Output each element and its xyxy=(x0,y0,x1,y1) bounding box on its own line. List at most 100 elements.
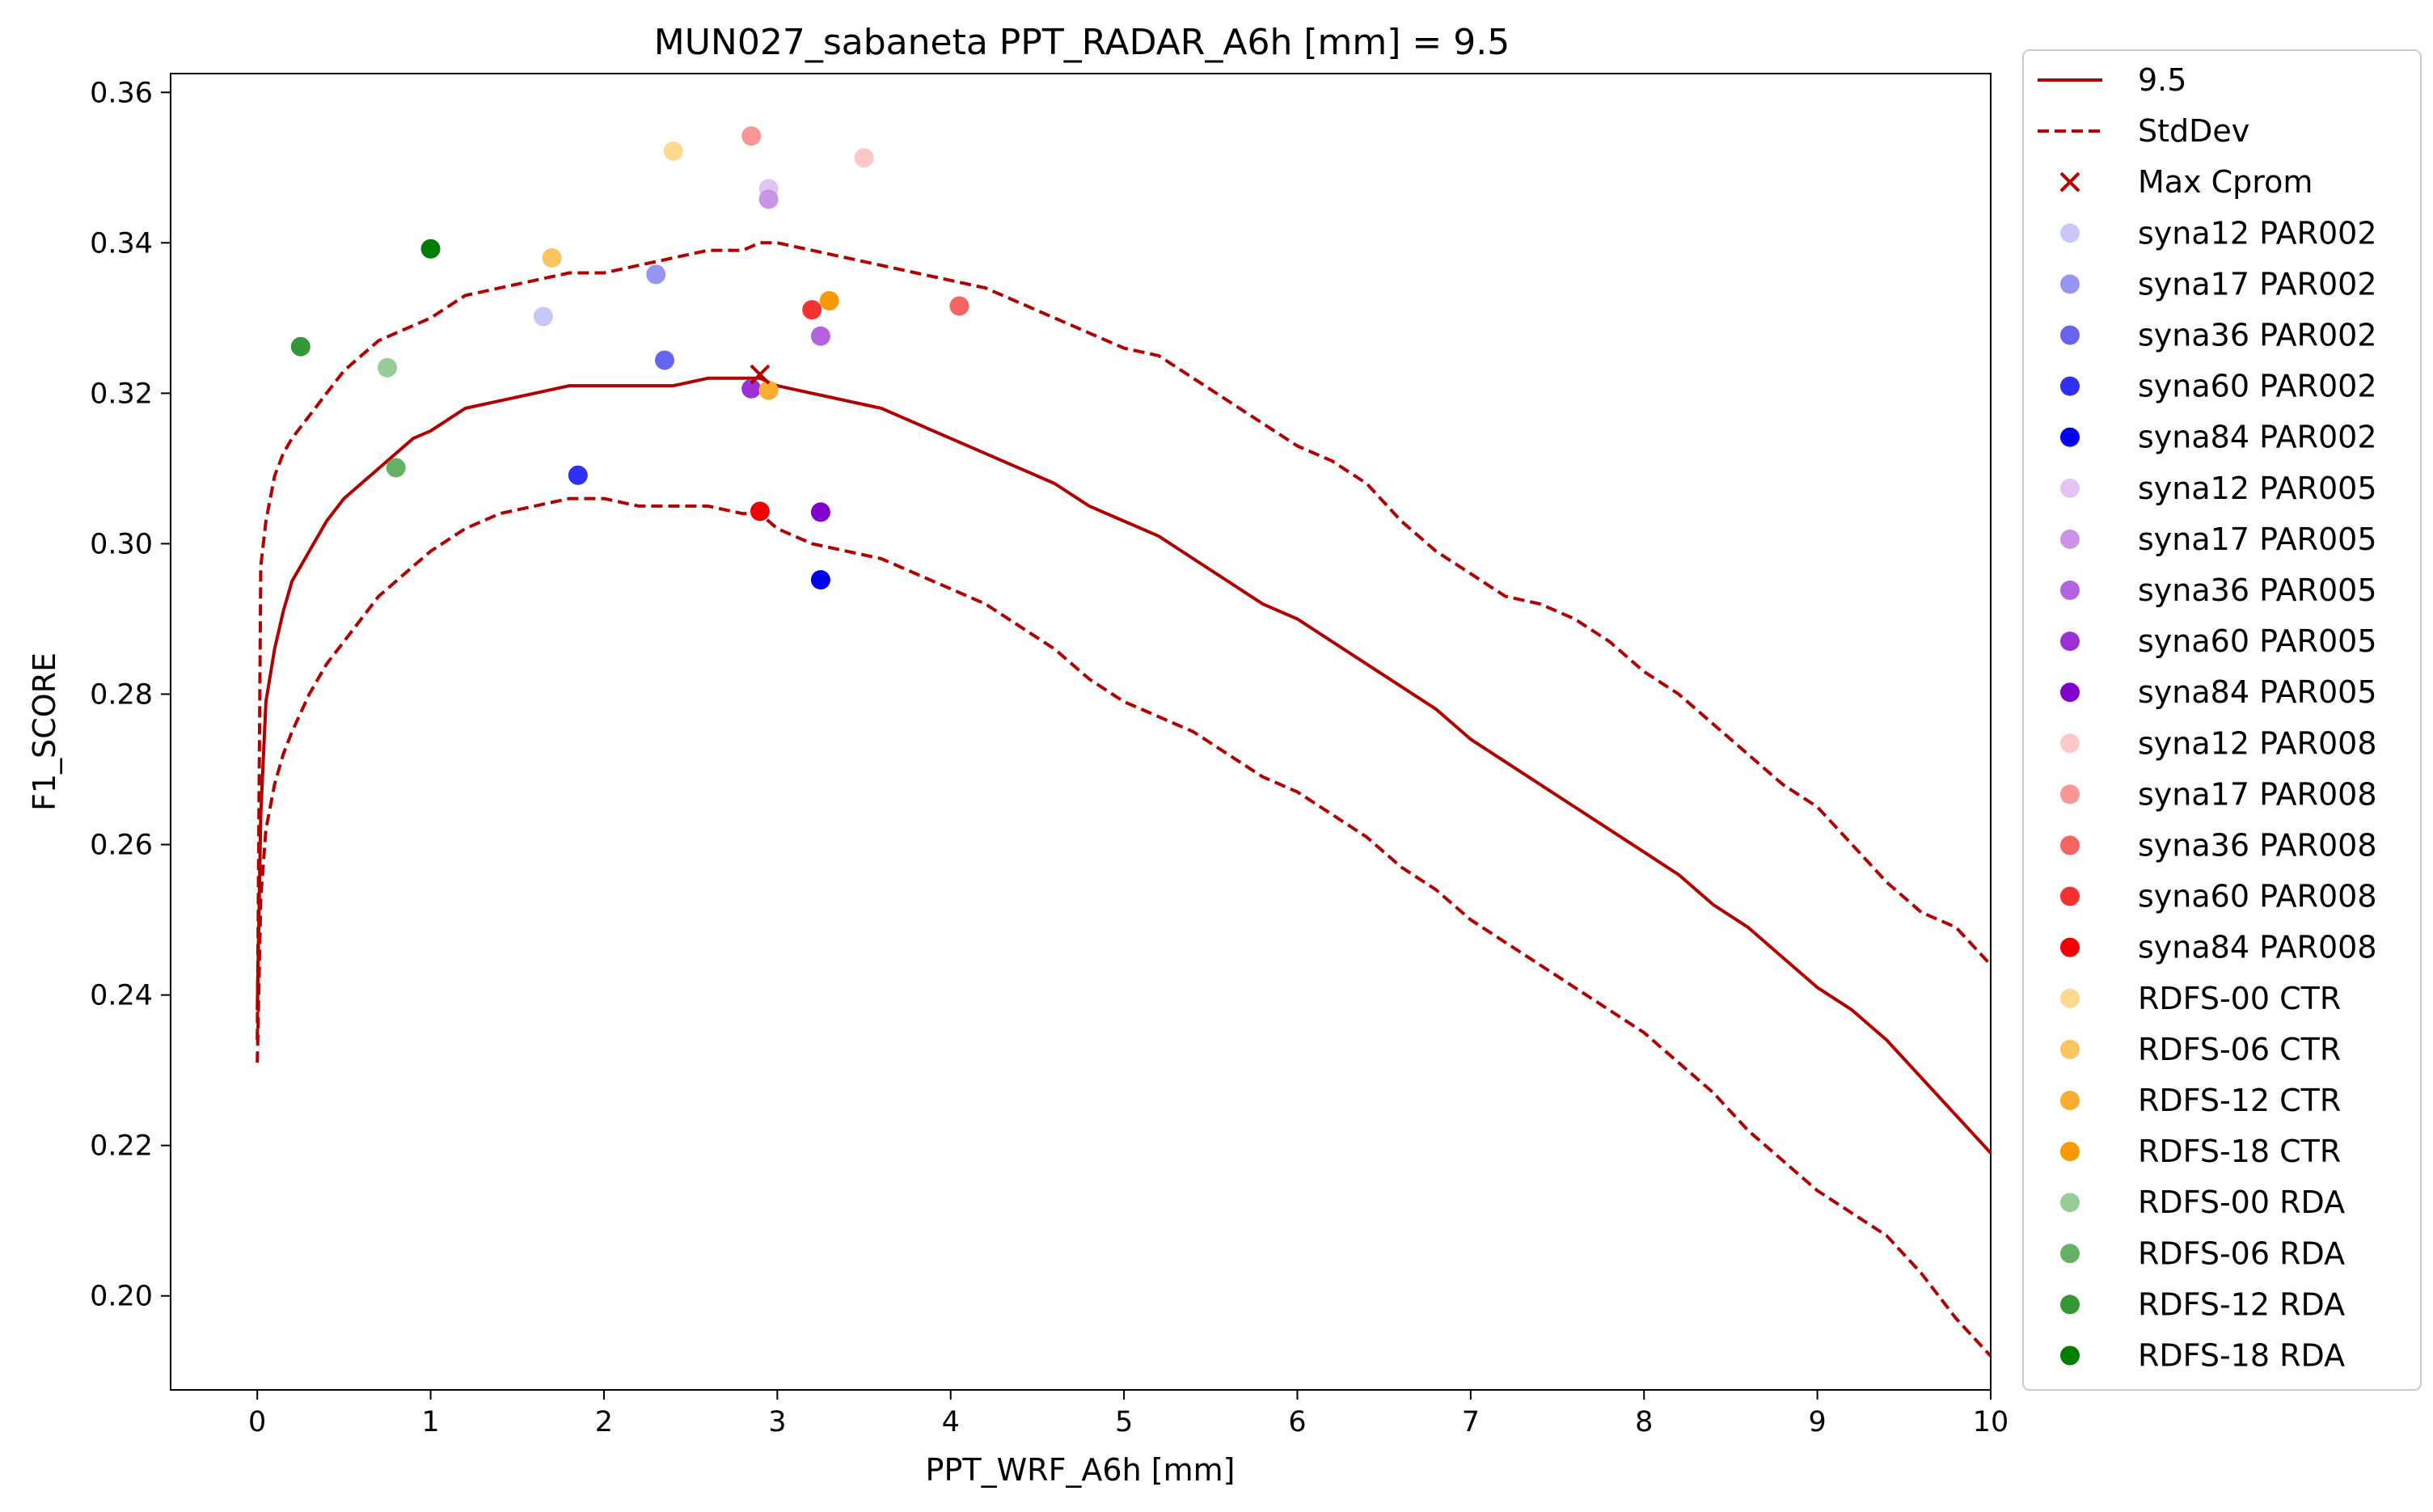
legend: 9.5 StdDev Max Cprom syna12 PAR002 syna17 PA… xyxy=(2022,49,2422,1391)
scatter-point xyxy=(741,378,762,399)
legend-swatch xyxy=(2060,1142,2080,1162)
legend-entry: RDFS-18 CTR xyxy=(2060,1134,2341,1169)
scatter-point xyxy=(810,502,830,522)
scatter-point xyxy=(758,380,779,400)
x-tick-label: 3 xyxy=(768,1406,786,1438)
y-tick-label: 0.36 xyxy=(90,77,153,109)
y-tick-label: 0.28 xyxy=(90,678,153,711)
x-tick-label: 1 xyxy=(421,1406,439,1438)
curve-layer xyxy=(256,241,1992,1358)
x-axis-title: PPT_WRF_A6h [mm] xyxy=(926,1452,1236,1488)
legend-swatch xyxy=(2060,835,2080,855)
x-tick-label: 5 xyxy=(1115,1406,1133,1438)
scatter-point xyxy=(810,570,830,590)
legend-entry: syna60 PAR005 xyxy=(2060,623,2377,659)
legend-swatch xyxy=(2060,1345,2080,1366)
legend-entry: syna84 PAR005 xyxy=(2060,674,2377,710)
mean-line xyxy=(256,376,1992,1155)
legend-swatch xyxy=(2060,325,2080,345)
x-tick-label: 8 xyxy=(1635,1406,1653,1438)
scatter-point xyxy=(290,336,310,357)
stddev-line xyxy=(256,496,1992,1358)
legend-label: RDFS-12 RDA xyxy=(2138,1286,2345,1322)
legend-entry: StdDev xyxy=(2038,113,2249,149)
legend-swatch xyxy=(2060,274,2080,294)
legend-swatch xyxy=(2060,733,2080,754)
y-tick-label: 0.24 xyxy=(90,980,153,1012)
legend-swatch xyxy=(2060,937,2080,957)
x-tick-label: 4 xyxy=(942,1406,960,1438)
legend-label: syna12 PAR005 xyxy=(2138,471,2377,506)
scatter-point xyxy=(568,465,588,485)
legend-entry: syna60 PAR002 xyxy=(2060,369,2377,404)
legend-swatch xyxy=(2059,171,2080,192)
stddev-line xyxy=(256,241,1992,1041)
legend-entry: syna12 PAR005 xyxy=(2060,471,2377,506)
scatter-point xyxy=(646,264,666,285)
scatter-point xyxy=(377,357,397,378)
legend-label: RDFS-18 CTR xyxy=(2138,1134,2341,1169)
legend-swatch xyxy=(2060,427,2080,447)
scatter-point xyxy=(802,300,822,320)
legend-swatch xyxy=(2060,784,2080,805)
legend-label: syna60 PAR008 xyxy=(2138,879,2377,914)
y-tick-label: 0.34 xyxy=(90,227,153,260)
scatter-point xyxy=(654,350,674,370)
legend-swatch xyxy=(2060,1193,2080,1213)
y-tick-label: 0.20 xyxy=(90,1281,153,1313)
legend-entry: syna12 PAR008 xyxy=(2060,725,2377,761)
legend-entry: syna36 PAR002 xyxy=(2060,318,2377,353)
legend-label: syna60 PAR005 xyxy=(2138,623,2377,659)
legend-entry: 9.5 xyxy=(2038,62,2186,98)
legend-label: syna36 PAR005 xyxy=(2138,572,2377,608)
legend-entry: syna12 PAR002 xyxy=(2060,215,2377,251)
x-axis: 0 1 2 3 4 5 6 7 8 9 10 xyxy=(248,1390,2008,1438)
legend-label: syna17 PAR008 xyxy=(2138,776,2377,812)
legend-entry: syna17 PAR002 xyxy=(2060,266,2377,302)
legend-swatch xyxy=(2060,223,2080,243)
x-tick-label: 0 xyxy=(248,1406,266,1438)
scatter-point xyxy=(810,326,830,346)
legend-entry: syna84 PAR008 xyxy=(2060,930,2377,965)
legend-entry: syna84 PAR002 xyxy=(2060,420,2377,455)
legend-label: RDFS-00 RDA xyxy=(2138,1185,2345,1220)
legend-swatch xyxy=(2060,1244,2080,1264)
max-cprom-marker xyxy=(750,364,771,385)
legend-label: syna12 PAR002 xyxy=(2138,215,2377,251)
legend-label: Max Cprom xyxy=(2138,164,2313,200)
legend-entry: syna17 PAR005 xyxy=(2060,522,2377,557)
legend-label: syna60 PAR002 xyxy=(2138,369,2377,404)
y-tick-label: 0.32 xyxy=(90,378,153,410)
scatter-point xyxy=(819,290,839,310)
legend-label: syna36 PAR008 xyxy=(2138,828,2377,864)
scatter-point xyxy=(663,141,683,161)
legend-swatch xyxy=(2060,529,2080,549)
plot-area-frame xyxy=(170,73,1992,1391)
scatter-point xyxy=(386,458,406,478)
legend-entry: RDFS-12 RDA xyxy=(2060,1286,2345,1322)
legend-swatch xyxy=(2060,988,2080,1008)
y-tick-label: 0.30 xyxy=(90,528,153,560)
legend-frame xyxy=(2022,49,2422,1391)
legend-swatch xyxy=(2060,886,2080,906)
scatter-point xyxy=(420,239,441,259)
legend-swatch xyxy=(2060,478,2080,498)
scatter-point xyxy=(542,247,562,268)
scatter-layer xyxy=(290,126,969,590)
legend-swatch xyxy=(2060,1091,2080,1110)
y-axis-title: F1_SCORE xyxy=(27,653,62,811)
chart-title: MUN027_sabaneta PPT_RADAR_A6h [mm] = 9.5 xyxy=(654,22,1510,63)
legend-entry: RDFS-06 RDA xyxy=(2060,1235,2345,1271)
legend-entry: Max Cprom xyxy=(2059,164,2313,200)
legend-label: syna12 PAR008 xyxy=(2138,725,2377,761)
legend-entry: syna60 PAR008 xyxy=(2060,879,2377,914)
y-tick-label: 0.26 xyxy=(90,830,153,862)
scatter-point xyxy=(750,501,770,522)
legend-label: syna84 PAR008 xyxy=(2138,930,2377,965)
legend-swatch xyxy=(2060,1294,2080,1315)
legend-label: RDFS-00 CTR xyxy=(2138,981,2341,1016)
scatter-point xyxy=(949,296,969,316)
scatter-point xyxy=(741,126,762,146)
scatter-point xyxy=(533,306,553,327)
